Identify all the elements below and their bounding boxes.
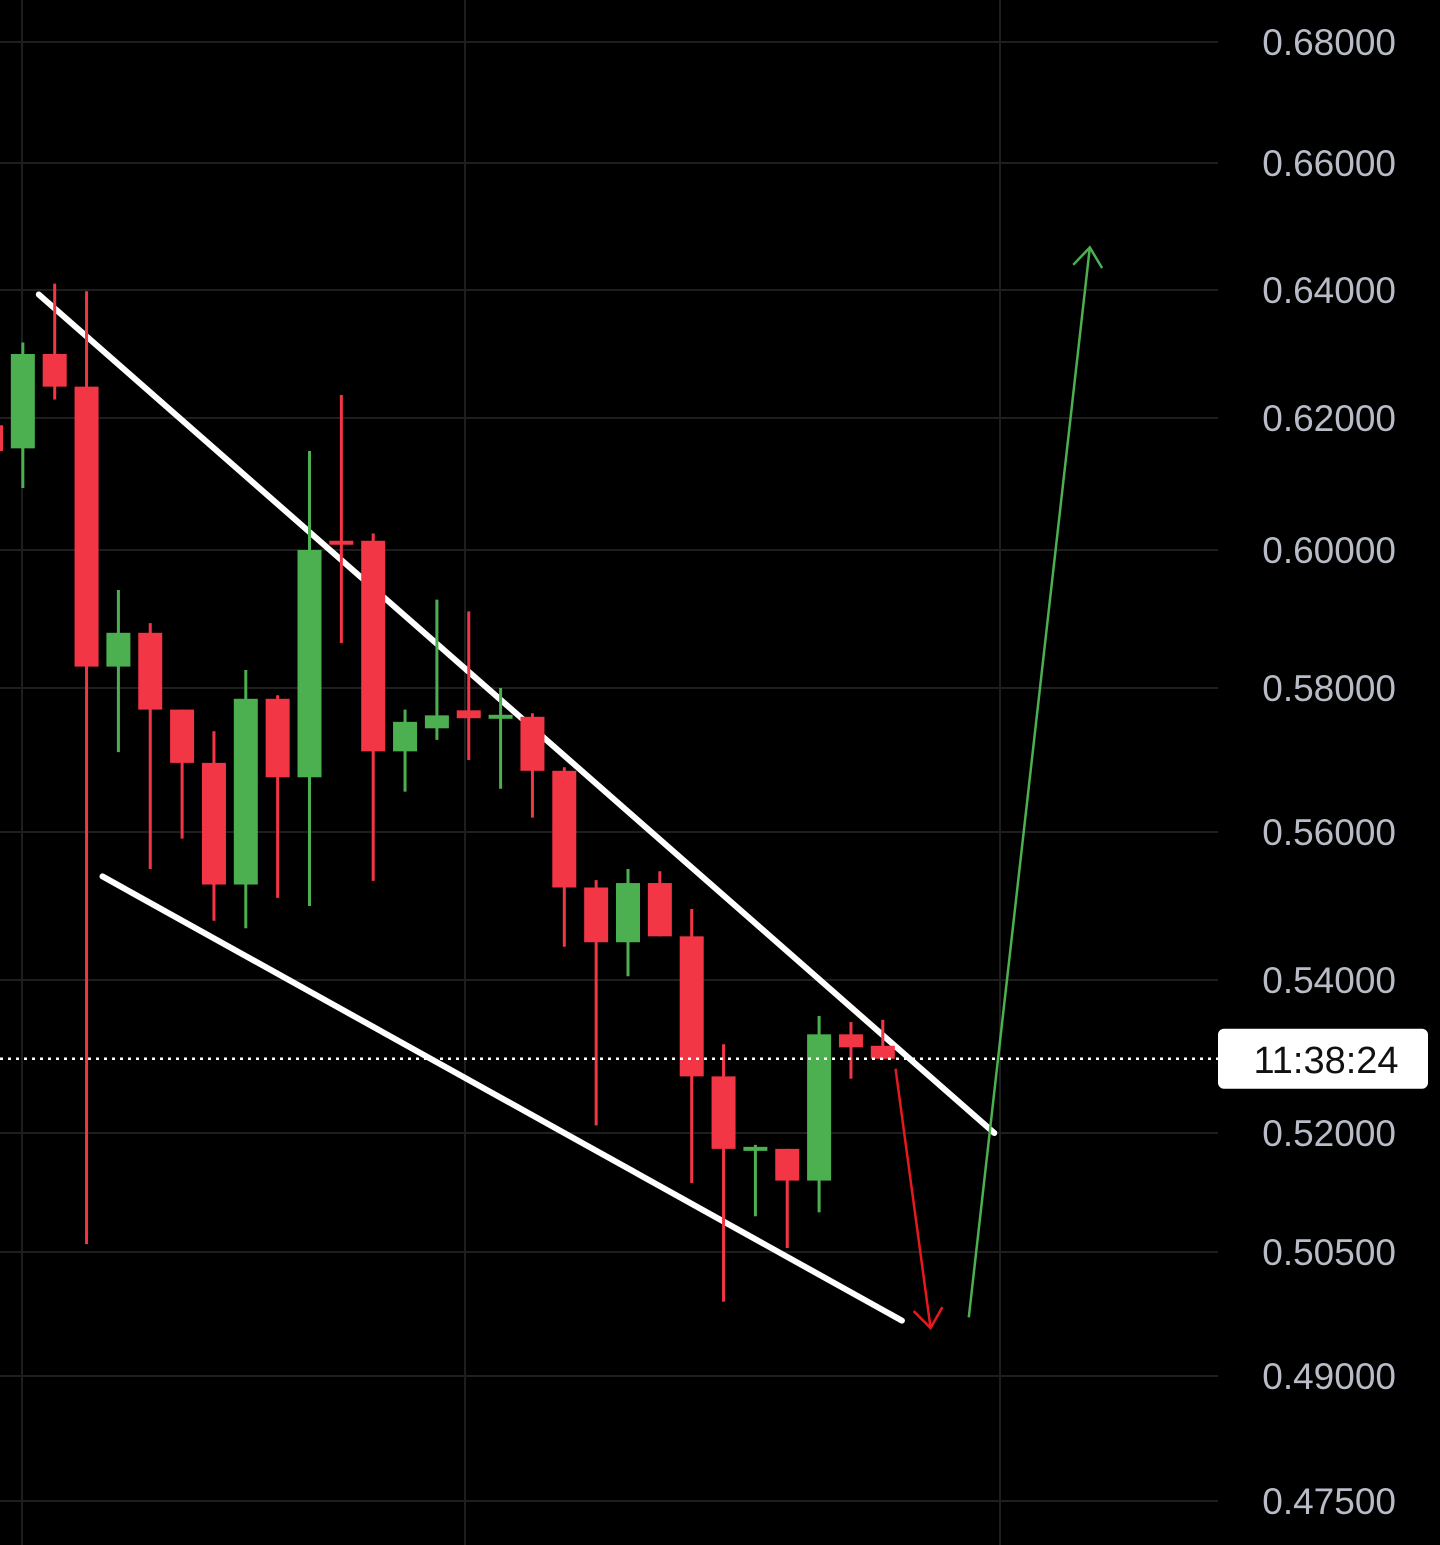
- arrow-up-head: [1072, 245, 1104, 269]
- y-tick-label: 0.47500: [1262, 1481, 1396, 1522]
- candle: [361, 533, 386, 881]
- countdown-badge-background: [1218, 1028, 1428, 1089]
- candle: [265, 695, 290, 898]
- candle: [297, 451, 322, 906]
- candle: [106, 590, 131, 753]
- y-tick-label: 0.52000: [1262, 1113, 1396, 1154]
- candle-body-bearish: [201, 762, 226, 885]
- countdown-badge: 11:38:24: [1218, 1028, 1428, 1089]
- candle: [424, 599, 449, 740]
- y-tick-label: 0.54000: [1262, 960, 1396, 1001]
- candle-body-bearish: [361, 540, 386, 752]
- candle: [743, 1144, 768, 1217]
- candle: [329, 394, 354, 644]
- candle: [647, 871, 672, 937]
- candle: [42, 283, 67, 400]
- candle-body-bearish: [647, 883, 672, 937]
- candle: [170, 709, 195, 839]
- price-axis[interactable]: 0.68000 0.66000 0.64000 0.62000 0.60000 0.580…: [1262, 22, 1396, 1522]
- candle-body-bearish: [552, 770, 577, 888]
- candle-body-bullish: [807, 1034, 832, 1181]
- candles: [0, 283, 895, 1302]
- candle: [0, 425, 3, 451]
- candle-body-bullish: [233, 698, 258, 885]
- arrow-up[interactable]: [967, 245, 1104, 1318]
- candle-body-bearish: [456, 710, 481, 719]
- trendline-upper[interactable]: [35, 291, 998, 1136]
- candle: [456, 611, 481, 760]
- arrow-down-head: [912, 1306, 944, 1331]
- candle-body-bearish: [74, 386, 99, 667]
- candle: [138, 623, 163, 869]
- candle-body-bullish: [393, 721, 418, 752]
- grid: [0, 0, 1218, 1545]
- countdown-label: 11:38:24: [1253, 1040, 1398, 1082]
- candle: [10, 342, 35, 488]
- candle: [74, 291, 99, 1245]
- candle-body-bullish: [616, 883, 640, 943]
- candle-body-bullish: [10, 354, 35, 449]
- candle: [488, 688, 513, 789]
- candle: [233, 670, 258, 929]
- candle: [552, 767, 577, 947]
- y-tick-label: 0.58000: [1262, 668, 1396, 709]
- candle-body-bearish: [0, 425, 3, 451]
- candle: [807, 1015, 832, 1213]
- candle: [870, 1019, 895, 1060]
- candle-body-bearish: [520, 716, 545, 771]
- candle-body-bearish: [265, 698, 290, 778]
- candle: [520, 713, 545, 818]
- candle-body-bearish: [170, 709, 195, 763]
- candle-body-bearish: [138, 632, 163, 710]
- candle-body-bearish: [870, 1045, 895, 1059]
- arrow-up-shaft: [967, 247, 1092, 1318]
- candle: [775, 1148, 800, 1249]
- candle: [201, 731, 226, 921]
- candle: [711, 1044, 736, 1302]
- y-tick-label: 0.49000: [1262, 1356, 1396, 1397]
- candle-body-bearish: [329, 540, 354, 545]
- y-tick-label: 0.64000: [1262, 270, 1396, 311]
- candle-body-bullish: [106, 632, 131, 667]
- projection-arrows[interactable]: [894, 245, 1104, 1331]
- candle-body-bullish: [424, 715, 449, 729]
- candle: [393, 709, 418, 792]
- y-tick-label: 0.50500: [1262, 1232, 1396, 1273]
- candle-body-bullish: [297, 550, 322, 778]
- arrow-down[interactable]: [894, 1068, 944, 1331]
- candle: [584, 880, 609, 1126]
- candle-body-bearish: [42, 354, 67, 387]
- candle-body-bullish: [488, 714, 513, 719]
- candle-body-bearish: [775, 1148, 800, 1181]
- y-tick-label: 0.68000: [1262, 22, 1396, 63]
- candle-body-bearish: [584, 887, 609, 943]
- y-tick-label: 0.56000: [1262, 812, 1396, 853]
- arrow-down-shaft: [894, 1068, 932, 1329]
- candle: [838, 1022, 863, 1079]
- candle-body-bearish: [838, 1034, 863, 1048]
- y-tick-label: 0.62000: [1262, 398, 1396, 439]
- candle-body-bearish: [679, 936, 704, 1077]
- candle-body-bearish: [711, 1076, 736, 1149]
- candle-body-bullish: [743, 1146, 768, 1151]
- y-tick-label: 0.66000: [1262, 143, 1396, 184]
- trendline-lower[interactable]: [99, 873, 905, 1324]
- trendlines[interactable]: [35, 291, 998, 1324]
- candle: [679, 908, 704, 1183]
- y-tick-label: 0.60000: [1262, 530, 1396, 571]
- candle: [616, 869, 640, 977]
